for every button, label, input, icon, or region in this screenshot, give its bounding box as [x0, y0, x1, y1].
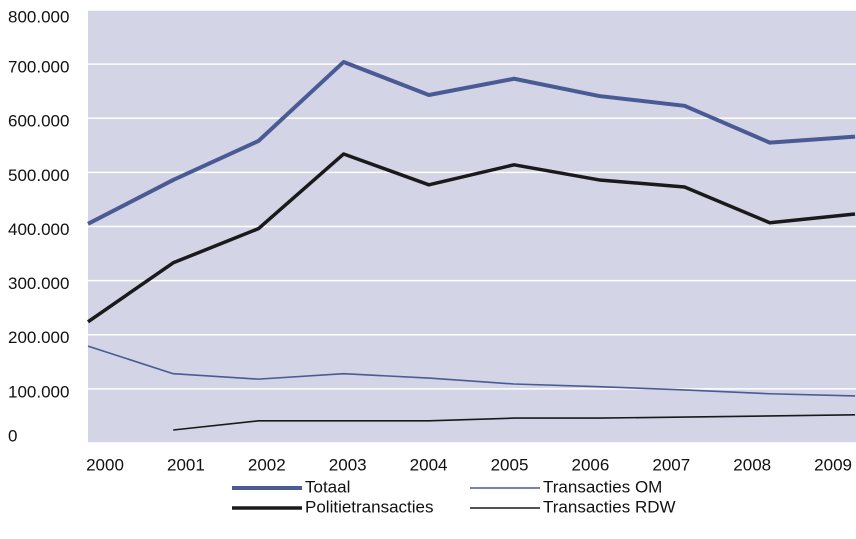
- x-tick-label: 2008: [733, 455, 771, 474]
- x-tick-label: 2002: [248, 455, 286, 474]
- x-tick-label: 2005: [491, 455, 529, 474]
- y-tick-label: 500.000: [8, 166, 69, 185]
- y-tick-label: 400.000: [8, 220, 69, 239]
- x-tick-label: 2000: [86, 455, 124, 474]
- legend-label: Transacties OM: [543, 477, 662, 496]
- y-tick-label: 800.000: [8, 7, 69, 26]
- x-tick-label: 2009: [814, 455, 852, 474]
- y-tick-label: 300.000: [8, 274, 69, 293]
- series-line: [173, 414, 856, 431]
- legend-label: Transacties RDW: [543, 497, 676, 516]
- x-tick-label: 2004: [410, 455, 448, 474]
- y-tick-label: 0: [8, 426, 17, 445]
- y-tick-label: 700.000: [8, 58, 69, 77]
- series-line: [87, 345, 856, 397]
- legend-label: Totaal: [305, 477, 350, 496]
- legend-label: Politietransacties: [305, 497, 434, 516]
- y-tick-label: 200.000: [8, 328, 69, 347]
- x-tick-label: 2006: [571, 455, 609, 474]
- x-tick-label: 2007: [652, 455, 690, 474]
- series-line: [87, 152, 856, 324]
- y-tick-label: 100.000: [8, 382, 69, 401]
- series-line: [87, 59, 856, 226]
- x-tick-label: 2001: [167, 455, 205, 474]
- x-tick-label: 2003: [329, 455, 367, 474]
- y-tick-label: 600.000: [8, 112, 69, 131]
